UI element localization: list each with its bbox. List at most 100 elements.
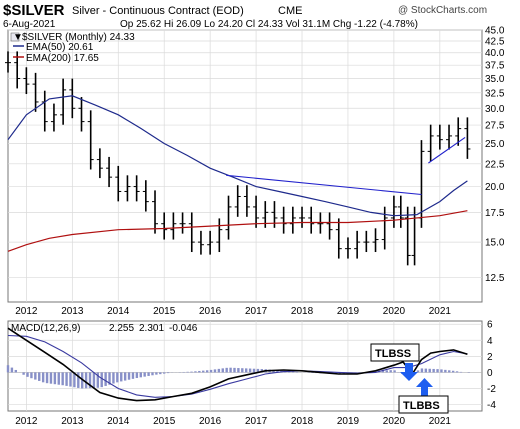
macd-histogram-bar bbox=[22, 372, 25, 375]
price-x-tick-label: 2012 bbox=[15, 306, 38, 317]
price-x-tick-label: 2016 bbox=[199, 306, 222, 317]
macd-histogram-bar bbox=[65, 372, 68, 386]
macd-histogram-bar bbox=[131, 372, 135, 379]
legend-price: $SILVER (Monthly) 24.33 bbox=[22, 32, 135, 43]
tlbss-box bbox=[370, 343, 420, 362]
macd-x-tick-label: 2013 bbox=[61, 416, 84, 427]
price-y-tick-label: 17.5 bbox=[485, 208, 505, 219]
macd-y-tick-label: 6 bbox=[487, 320, 493, 331]
stockcharts-watermark[interactable]: @ StockCharts.com bbox=[398, 5, 487, 16]
macd-legend-name: MACD(12,26,9) bbox=[11, 323, 80, 334]
macd-line bbox=[7, 327, 468, 402]
macd-histogram-bar bbox=[213, 369, 217, 373]
macd-x-tick-label: 2017 bbox=[245, 416, 268, 427]
macd-histogram-bar bbox=[291, 371, 295, 373]
ema200-line bbox=[7, 210, 468, 252]
macd-histogram-bar bbox=[73, 372, 76, 388]
macd-histogram-bar bbox=[459, 371, 463, 373]
macd-histogram-bar bbox=[112, 372, 115, 384]
price-panel bbox=[7, 29, 483, 303]
macd-histogram-bar bbox=[190, 371, 193, 373]
macd-histogram-bar bbox=[135, 372, 139, 379]
macd-histogram-bar bbox=[248, 368, 252, 373]
macd-histogram-bar bbox=[440, 369, 443, 373]
macd-x-tick-label: 2016 bbox=[199, 416, 222, 427]
macd-histogram-bar bbox=[237, 368, 240, 373]
macd-histogram-bar bbox=[424, 368, 428, 373]
macd-histogram-bar bbox=[436, 369, 439, 373]
macd-histogram-bar bbox=[389, 370, 392, 373]
price-y-tick-label: 27.5 bbox=[485, 121, 505, 132]
macd-histogram-bar bbox=[455, 371, 459, 373]
macd-legend-signal: 2.301 bbox=[139, 323, 164, 334]
macd-histogram-bar bbox=[166, 372, 170, 374]
macd-legend-hist: -0.046 bbox=[169, 323, 198, 334]
price-y-tick-label: 40.0 bbox=[485, 48, 505, 59]
ema50-line bbox=[7, 95, 468, 217]
macd-histogram-bar bbox=[41, 372, 45, 383]
price-y-tick-label: 12.5 bbox=[485, 273, 505, 284]
macd-x-tick-label: 2012 bbox=[15, 416, 38, 427]
macd-histogram-bar bbox=[381, 370, 385, 373]
macd-histogram-bar bbox=[416, 370, 420, 373]
price-y-tick-label: 25.0 bbox=[485, 139, 505, 150]
price-x-tick-label: 2014 bbox=[107, 306, 130, 317]
price-x-tick-label: 2018 bbox=[291, 306, 314, 317]
tlbss-arrow-icon bbox=[400, 363, 418, 381]
macd-histogram-bar bbox=[225, 367, 228, 373]
price-y-tick-label: 35.0 bbox=[485, 74, 505, 85]
tlbbs-box bbox=[398, 395, 449, 414]
macd-histogram-bar bbox=[198, 370, 201, 373]
quote-line: Op 25.62 Hi 26.09 Lo 24.20 Cl 24.33 Vol … bbox=[120, 19, 418, 30]
date-label: 6-Aug-2021 bbox=[3, 19, 56, 30]
price-y-tick-label: 22.5 bbox=[485, 159, 505, 170]
price-y-tick-label: 15.0 bbox=[485, 238, 505, 249]
macd-histogram-bar bbox=[30, 372, 33, 379]
macd-legend-macd: 2.255 bbox=[109, 323, 134, 334]
macd-x-axis: 2012 2013 2014 2015 2016 2017 2018 2019 2020 2021 bbox=[15, 416, 451, 427]
macd-histogram-bar bbox=[209, 369, 213, 373]
price-x-tick-label: 2020 bbox=[383, 306, 406, 317]
price-y-tick-label: 20.0 bbox=[485, 182, 505, 193]
macd-y-tick-label: 0 bbox=[487, 368, 493, 379]
macd-histogram-bar bbox=[127, 372, 131, 380]
tlbbs-arrow-icon bbox=[416, 378, 433, 396]
macd-histogram-bar bbox=[57, 372, 60, 385]
instrument-name: Silver - Continuous Contract (EOD) bbox=[72, 5, 244, 17]
macd-histogram-bar bbox=[233, 367, 236, 373]
price-x-tick-label: 2021 bbox=[429, 306, 452, 317]
price-lines bbox=[7, 95, 468, 252]
macd-histogram-bar bbox=[241, 368, 244, 373]
macd-histogram-bar bbox=[108, 372, 111, 385]
macd-histogram-bar bbox=[428, 368, 431, 373]
macd-y-tick-label: -4 bbox=[487, 400, 496, 411]
macd-histogram-bar bbox=[69, 372, 72, 387]
macd-histogram-bar bbox=[420, 368, 424, 373]
tlbbs-label: TLBBS bbox=[403, 400, 440, 412]
trendline-2020-2021 bbox=[428, 136, 466, 164]
macd-histogram-bar bbox=[100, 372, 103, 388]
macd-histogram-bar bbox=[116, 372, 119, 383]
macd-histogram-bar bbox=[256, 368, 260, 373]
macd-histogram-bar bbox=[147, 372, 150, 376]
macd-histogram-bar bbox=[53, 372, 57, 385]
price-x-tick-label: 2019 bbox=[337, 306, 360, 317]
macd-histogram-bar bbox=[385, 370, 388, 373]
macd-histogram-bar bbox=[104, 372, 107, 386]
macd-histogram-bar bbox=[221, 368, 224, 373]
macd-y-tick-label: -2 bbox=[487, 384, 496, 395]
macd-histogram-bar bbox=[451, 370, 455, 373]
legend-box-icon bbox=[10, 32, 20, 42]
macd-histogram bbox=[6, 365, 470, 389]
macd-histogram-bar bbox=[92, 372, 96, 388]
macd-histogram-bar bbox=[45, 372, 49, 384]
macd-x-tick-label: 2015 bbox=[153, 416, 176, 427]
trendline-2016-2020 bbox=[226, 174, 422, 196]
macd-y-tick-label: 2 bbox=[487, 352, 493, 363]
legend-ema200: EMA(200) 17.65 bbox=[26, 53, 99, 64]
macd-histogram-bar bbox=[88, 372, 92, 389]
macd-histogram-bar bbox=[120, 372, 123, 382]
macd-histogram-bar bbox=[276, 370, 279, 373]
price-x-tick-label: 2013 bbox=[61, 306, 84, 317]
